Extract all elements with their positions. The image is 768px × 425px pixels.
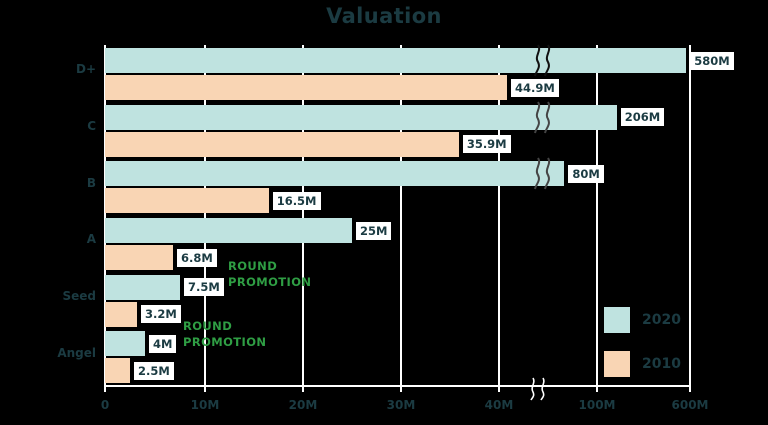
gridline-30M xyxy=(400,45,402,385)
gridline-20M xyxy=(302,45,304,385)
x-axis-tick-mark-30M xyxy=(400,385,402,392)
x-axis-label-20M: 20M xyxy=(288,398,318,412)
bar-value-label-angel-2020: 4M xyxy=(149,334,177,353)
bar-group-d+-2010: 44.9M xyxy=(105,75,690,100)
gridline-10M xyxy=(204,45,206,385)
annotation-round-promotion-2: ROUND PROMOTION xyxy=(183,319,267,349)
bar-b-2020[interactable] xyxy=(105,161,565,187)
bar-group-seed-2010: 3.2M xyxy=(105,301,690,327)
x-axis-tick-mark-40M xyxy=(498,385,500,392)
bar-value-label-a-2020: 25M xyxy=(356,221,392,240)
legend-label-2020: 2020 xyxy=(642,312,681,328)
x-axis-label-100M: 100M xyxy=(578,398,616,412)
legend-swatch-2020 xyxy=(604,307,630,333)
bar-value-label-d+-2010: 44.9M xyxy=(511,78,559,97)
x-axis-label-30M: 30M xyxy=(386,398,416,412)
x-axis-label-10M: 10M xyxy=(190,398,220,412)
chart-legend: 2020 2010 xyxy=(604,305,681,393)
y-axis-label-b: B xyxy=(86,175,96,190)
y-axis-label-dplus: D+ xyxy=(75,62,96,77)
y-axis-label-angel: Angel xyxy=(57,345,96,360)
legend-label-2010: 2010 xyxy=(642,356,681,372)
y-axis-label-c: C xyxy=(87,119,96,133)
annotation-round-promotion-1: ROUND PROMOTION xyxy=(228,259,312,289)
bar-seed-2010[interactable] xyxy=(105,301,137,327)
bar-group-d+-2020: 580M xyxy=(105,44,734,77)
x-axis-line xyxy=(105,385,690,387)
x-axis-label-0: 0 xyxy=(100,398,110,412)
legend-item-2010[interactable]: 2010 xyxy=(604,349,681,379)
x-axis-tick-mark-600M xyxy=(689,385,691,392)
legend-swatch-2010 xyxy=(604,351,630,377)
bar-group-b-2020: 80M xyxy=(105,157,690,190)
bar-group-a-2020: 25M xyxy=(105,218,690,243)
bar-group-seed-2020: 7.5M xyxy=(105,274,690,300)
x-axis-break-icon xyxy=(524,376,554,402)
y-axis-label-a: A xyxy=(86,232,96,247)
bar-group-angel-2010: 2.5M xyxy=(105,358,690,384)
bar-c-2010[interactable] xyxy=(105,131,459,157)
x-axis-tick-mark-0 xyxy=(104,385,106,392)
x-axis-tick-mark-20M xyxy=(302,385,304,392)
plot-area: 580M 44.9M 206M 35.9M 80M 16.5M 25M 6.8M 7.5M 3.2… xyxy=(104,44,734,385)
y-axis-label-seed: Seed xyxy=(62,289,96,303)
bar-value-label-seed-2020: 7.5M xyxy=(184,278,224,297)
bar-value-label-angel-2010: 2.5M xyxy=(134,361,174,380)
bar-group-a-2010: 6.8M xyxy=(105,245,690,270)
bar-a-2020[interactable] xyxy=(105,218,352,243)
bar-seed-2020[interactable] xyxy=(105,274,180,300)
gridline-40M xyxy=(498,45,500,385)
bar-group-angel-2020: 4M xyxy=(105,331,690,357)
bar-value-label-d+-2020: 580M xyxy=(690,51,734,70)
gridline-600M xyxy=(689,45,691,385)
bar-b-2010[interactable] xyxy=(105,188,269,214)
x-axis-label-600M: 600M xyxy=(671,398,709,412)
x-axis-tick-mark-100M xyxy=(596,385,598,392)
legend-item-2020[interactable]: 2020 xyxy=(604,305,681,335)
bar-value-label-a-2010: 6.8M xyxy=(177,248,217,267)
bar-group-c-2020: 206M xyxy=(105,101,690,133)
bar-value-label-c-2020: 206M xyxy=(620,108,665,127)
bar-group-c-2010: 35.9M xyxy=(105,131,690,157)
bar-value-label-c-2010: 35.9M xyxy=(462,135,511,154)
bar-d+-2010[interactable] xyxy=(105,75,507,100)
bar-d+-2020[interactable] xyxy=(105,48,687,73)
bar-value-label-b-2010: 16.5M xyxy=(272,191,321,210)
bar-c-2020[interactable] xyxy=(105,104,617,130)
bar-angel-2010[interactable] xyxy=(105,358,130,384)
chart-title: Valuation xyxy=(326,4,442,28)
gridline-0 xyxy=(104,45,106,385)
bar-a-2010[interactable] xyxy=(105,245,173,270)
bar-angel-2020[interactable] xyxy=(105,331,145,357)
gridline-100M xyxy=(596,45,598,385)
bar-value-label-b-2020: 80M xyxy=(568,164,604,183)
bar-group-b-2010: 16.5M xyxy=(105,188,690,214)
bar-value-label-seed-2010: 3.2M xyxy=(141,305,181,324)
x-axis-label-40M: 40M xyxy=(484,398,514,412)
x-axis-tick-mark-10M xyxy=(204,385,206,392)
